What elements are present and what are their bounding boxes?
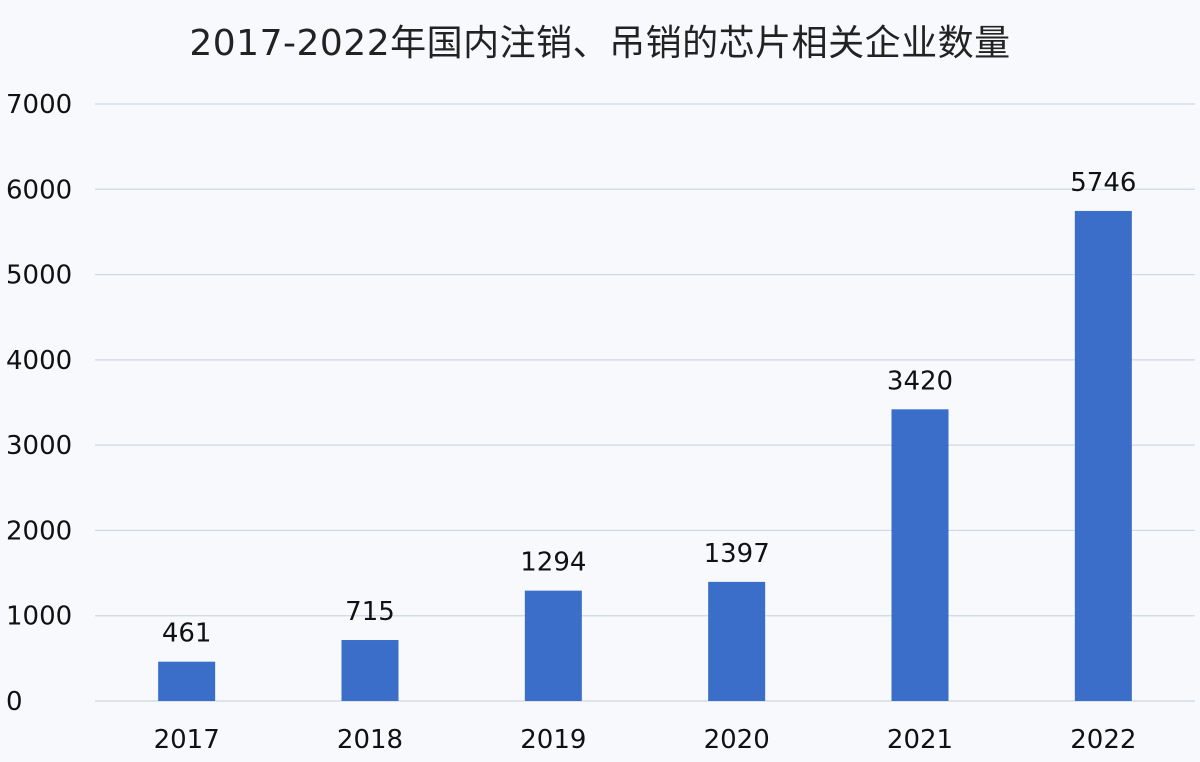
chart-title: 2017-2022年国内注销、吊销的芯片相关企业数量 xyxy=(189,23,1011,64)
data-label: 3420 xyxy=(887,366,953,396)
y-tick-label: 6000 xyxy=(6,175,72,205)
bar-2022 xyxy=(1074,210,1132,701)
y-tick-label: 2000 xyxy=(6,516,72,546)
data-label: 715 xyxy=(345,597,395,627)
bar-2021 xyxy=(891,409,949,701)
y-tick-label: 0 xyxy=(6,687,23,717)
y-tick-label: 5000 xyxy=(6,261,72,291)
bar-2018 xyxy=(341,640,399,701)
data-label: 5746 xyxy=(1070,168,1136,198)
y-tick-label: 4000 xyxy=(6,346,72,376)
x-tick-label: 2018 xyxy=(337,725,403,755)
y-tick-label: 7000 xyxy=(6,90,72,120)
bar-2017 xyxy=(158,661,216,701)
data-label: 461 xyxy=(162,619,212,649)
data-label: 1294 xyxy=(520,548,586,578)
x-tick-label: 2019 xyxy=(520,725,586,755)
x-tick-label: 2020 xyxy=(704,725,770,755)
y-tick-label: 3000 xyxy=(6,431,72,461)
x-tick-label: 2022 xyxy=(1070,725,1136,755)
y-tick-label: 1000 xyxy=(6,602,72,632)
bar-2019 xyxy=(524,590,582,701)
data-label: 1397 xyxy=(704,539,770,569)
x-tick-label: 2021 xyxy=(887,725,953,755)
bar-2020 xyxy=(708,581,766,701)
x-tick-label: 2017 xyxy=(154,725,220,755)
